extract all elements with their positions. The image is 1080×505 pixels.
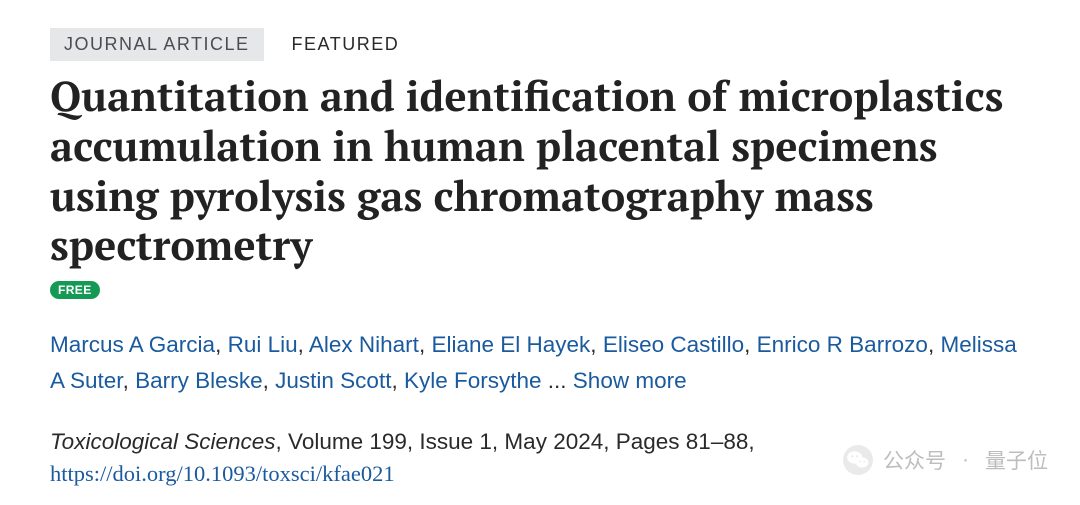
author-link[interactable]: Kyle Forsythe: [404, 368, 542, 393]
author-link[interactable]: Justin Scott: [275, 368, 391, 393]
separator: ,: [590, 332, 603, 357]
free-badge: FREE: [50, 281, 100, 299]
author-link[interactable]: Eliseo Castillo: [603, 332, 744, 357]
separator: ,: [263, 368, 276, 393]
separator: ,: [215, 332, 228, 357]
watermark-dot: ·: [962, 448, 969, 472]
tag-journal-article: JOURNAL ARTICLE: [50, 28, 264, 61]
article-header: JOURNAL ARTICLE FEATURED Quantitation an…: [0, 0, 1080, 505]
article-title: Quantitation and identification of micro…: [50, 71, 1030, 270]
show-more-authors[interactable]: Show more: [573, 368, 687, 393]
publication-row: Published: 17 February 2024 Article hist…: [50, 501, 1030, 505]
article-history-toggle[interactable]: Article history ▼: [399, 501, 576, 505]
separator: ,: [419, 332, 432, 357]
separator: ,: [298, 332, 309, 357]
separator: ,: [744, 332, 757, 357]
journal-name: Toxicological Sciences: [50, 429, 276, 454]
author-link[interactable]: Enrico R Barrozo: [757, 332, 928, 357]
author-link[interactable]: Rui Liu: [228, 332, 298, 357]
author-link[interactable]: Barry Bleske: [135, 368, 263, 393]
separator: ,: [391, 368, 404, 393]
ellipsis: ...: [542, 368, 573, 393]
separator: ,: [123, 368, 136, 393]
author-list: Marcus A Garcia, Rui Liu, Alex Nihart, E…: [50, 327, 1030, 399]
article-tags: JOURNAL ARTICLE FEATURED: [50, 28, 1030, 61]
separator: ,: [928, 332, 941, 357]
published-label: Published:: [50, 501, 165, 505]
author-link[interactable]: Alex Nihart: [309, 332, 419, 357]
watermark-prefix: 公众号: [883, 445, 946, 475]
author-link[interactable]: Eliane El Hayek: [431, 332, 590, 357]
wechat-watermark: 公众号 · 量子位: [843, 445, 1048, 475]
published-date: 17 February 2024: [181, 501, 359, 505]
wechat-icon: [843, 445, 873, 475]
citation-details: , Volume 199, Issue 1, May 2024, Pages 8…: [276, 429, 755, 454]
article-history-label: Article history: [399, 501, 550, 505]
doi-link[interactable]: https://doi.org/10.1093/toxsci/kfae021: [50, 461, 395, 486]
watermark-name: 量子位: [985, 445, 1048, 475]
tag-featured: FEATURED: [292, 34, 400, 55]
author-link[interactable]: Marcus A Garcia: [50, 332, 215, 357]
